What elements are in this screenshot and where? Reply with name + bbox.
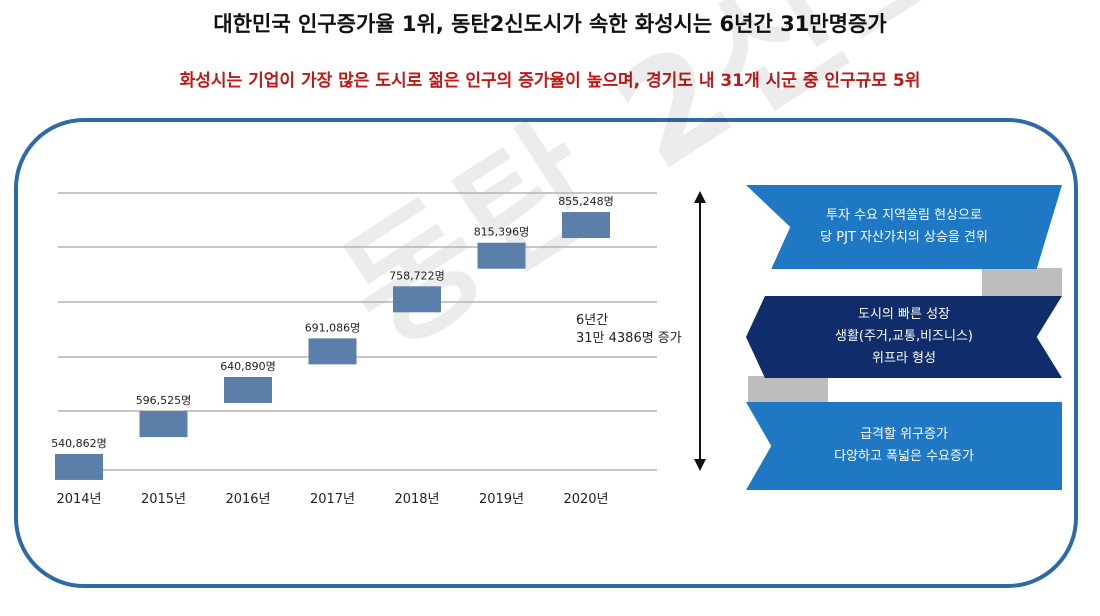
x-tick-label: 2016년 — [225, 492, 270, 507]
data-label: 758,722명 — [389, 269, 445, 282]
x-tick-label: 2018년 — [394, 492, 439, 507]
chevron-demand: 급격할 위구증가 다양하고 폭넓은 수요증가 — [746, 402, 1062, 490]
bar — [393, 286, 441, 313]
x-tick-label: 2020년 — [563, 492, 608, 507]
bar — [139, 411, 188, 438]
data-label: 691,086명 — [305, 321, 361, 334]
data-label: 855,248명 — [558, 195, 614, 208]
range-arrow-bottom — [694, 459, 706, 471]
x-tick-label: 2019년 — [479, 492, 524, 507]
connector-1 — [982, 268, 1062, 296]
x-tick-label: 2014년 — [56, 492, 101, 507]
chevron-3-line-1: 급격할 위구증가 — [860, 427, 948, 442]
x-tick-label: 2015년 — [141, 492, 186, 507]
chevron-2-line-2: 생활(주거,교통,비즈니스) — [834, 329, 973, 344]
bar — [224, 376, 272, 403]
data-label: 596,525명 — [136, 394, 192, 407]
range-arrow-top — [694, 191, 706, 203]
bar — [477, 242, 526, 269]
data-label: 540,862명 — [51, 437, 107, 450]
page-title: 대한민국 인구증가율 1위, 동탄2신도시가 속한 화성시는 6년간 31만명증… — [213, 12, 887, 36]
chevron-growth: 도시의 빠른 성장 생활(주거,교통,비즈니스) 위프라 형성 — [746, 296, 1062, 378]
chevron-1-line-1: 투자 수요 지역쏠림 현상으로 — [826, 208, 982, 223]
annotation-line-1: 6년간 — [576, 313, 609, 328]
x-tick-label: 2017년 — [310, 492, 355, 507]
chevron-3-line-2: 다양하고 폭넓은 수요증가 — [834, 449, 974, 464]
data-label: 815,396명 — [474, 226, 530, 239]
data-label: 640,890명 — [220, 360, 276, 373]
bar — [55, 453, 103, 480]
chevron-2-line-1: 도시의 빠른 성장 — [858, 307, 950, 322]
chevron-1-line-2: 당 PJT 자산가치의 상승을 견위 — [820, 230, 988, 245]
annotation-line-2: 31만 4386명 증가 — [576, 331, 682, 346]
content-frame — [14, 118, 1078, 588]
growth-annotation: 6년간 31만 4386명 증가 — [576, 312, 682, 348]
chevron-investment: 투자 수요 지역쏠림 현상으로 당 PJT 자산가치의 상승을 견위 — [746, 185, 1062, 269]
connector-2 — [748, 376, 828, 402]
chevron-2-line-3: 위프라 형성 — [872, 351, 936, 366]
page-subtitle: 화성시는 기업이 가장 많은 도시로 젊은 인구의 증가율이 높으며, 경기도 … — [179, 71, 921, 91]
bar — [308, 338, 357, 365]
bar — [562, 212, 610, 239]
